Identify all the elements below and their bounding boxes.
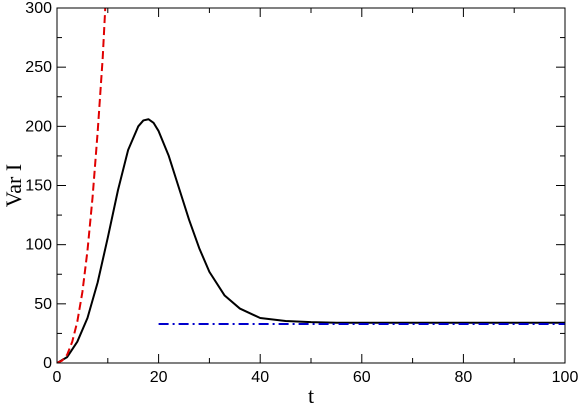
axis-ticks: 0 20 40 60 80 100 0 50 100 150 200 250 300: [25, 0, 578, 386]
y-tick-label: 250: [25, 59, 52, 76]
y-tick-label: 50: [34, 296, 52, 313]
y-tick-label: 0: [43, 355, 52, 372]
x-axis-label: t: [308, 383, 314, 404]
y-tick-label: 150: [25, 178, 52, 195]
x-tick-label: 80: [455, 369, 473, 386]
x-tick-label: 20: [150, 369, 168, 386]
x-tick-label: 0: [53, 369, 62, 386]
plot-frame: [56, 7, 566, 364]
series-line-dashed: [57, 8, 107, 363]
y-axis-label: Var I: [1, 164, 26, 207]
y-tick-label: 200: [25, 118, 52, 135]
y-tick-label: 300: [25, 0, 52, 17]
plot-area: [57, 8, 565, 363]
x-tick-label: 100: [552, 369, 579, 386]
x-tick-label: 40: [251, 369, 269, 386]
x-tick-label: 60: [353, 369, 371, 386]
y-tick-label: 100: [25, 237, 52, 254]
series-line-solid: [57, 118, 565, 363]
